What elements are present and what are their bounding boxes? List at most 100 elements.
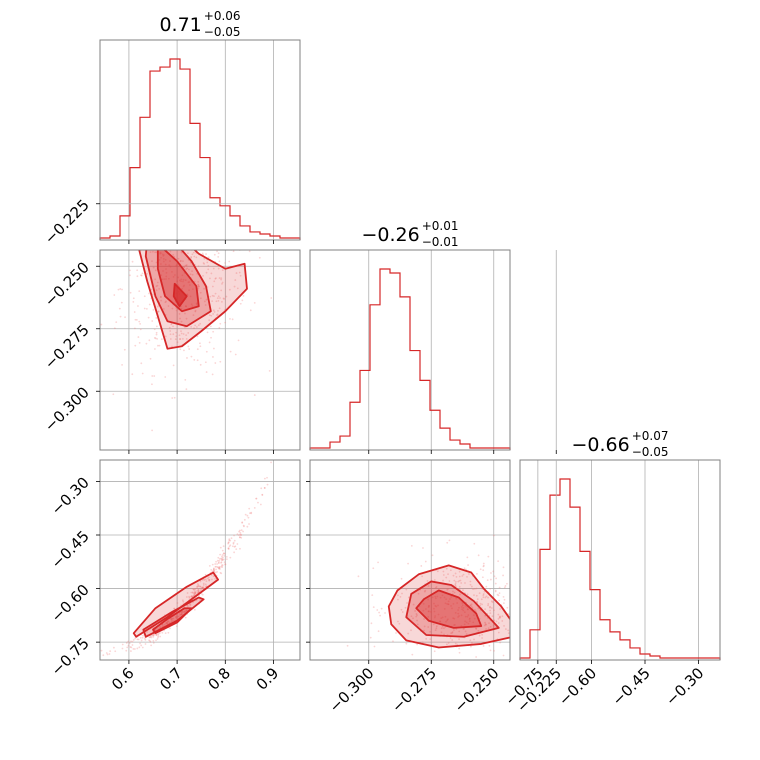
- sample-point: [436, 595, 439, 598]
- sample-point: [236, 543, 239, 545]
- sample-point: [214, 563, 217, 565]
- sample-point: [169, 260, 171, 262]
- sample-point: [218, 568, 221, 571]
- sample-point: [250, 511, 253, 514]
- sample-point: [172, 254, 175, 256]
- sample-point: [454, 572, 457, 575]
- sample-point: [377, 630, 380, 633]
- sample-point: [497, 560, 500, 563]
- sample-point: [91, 654, 93, 656]
- sample-point: [460, 606, 463, 608]
- sample-point: [238, 530, 241, 533]
- sample-point: [228, 539, 231, 542]
- sample-point: [482, 562, 485, 565]
- sample-point: [181, 337, 184, 340]
- sample-point: [484, 596, 487, 599]
- sample-point: [485, 623, 487, 626]
- sample-point: [513, 573, 515, 575]
- sample-point: [527, 606, 529, 608]
- panel-frame: [309, 249, 511, 451]
- sample-point: [223, 552, 225, 555]
- sample-point: [193, 594, 196, 597]
- sample-point: [510, 599, 512, 601]
- sample-point: [183, 610, 186, 613]
- sample-point: [468, 620, 471, 623]
- sample-point: [489, 625, 492, 628]
- sample-point: [475, 587, 478, 590]
- sample-point: [127, 644, 130, 647]
- sample-point: [498, 586, 501, 589]
- sample-point: [134, 344, 137, 347]
- sample-point: [502, 602, 505, 605]
- sample-point: [452, 617, 455, 620]
- sample-point: [231, 545, 234, 548]
- sample-point: [159, 632, 161, 634]
- sample-point: [517, 568, 519, 570]
- sample-point: [187, 215, 189, 217]
- sample-point: [433, 579, 436, 581]
- sample-point: [434, 595, 437, 598]
- sample-point: [483, 590, 486, 593]
- sample-point: [458, 606, 460, 609]
- sample-point: [192, 314, 195, 317]
- sample-point: [186, 357, 188, 359]
- sample-point: [444, 615, 447, 618]
- sample-point: [443, 627, 445, 630]
- x-tick-label: 0.9: [253, 664, 283, 694]
- sample-point: [162, 258, 165, 260]
- sample-point: [220, 557, 222, 560]
- sample-point: [514, 595, 516, 597]
- sample-point: [470, 605, 473, 608]
- sample-point: [203, 287, 205, 290]
- sample-point: [439, 596, 442, 599]
- sample-point: [188, 603, 191, 606]
- sample-point: [499, 641, 502, 644]
- sample-point: [188, 284, 191, 286]
- sample-point: [472, 588, 474, 591]
- sample-point: [448, 580, 451, 582]
- sample-point: [164, 376, 167, 378]
- sample-point: [451, 661, 453, 663]
- sample-point: [164, 179, 166, 181]
- sample-point: [168, 326, 171, 329]
- sample-point: [469, 604, 472, 607]
- sample-point: [189, 273, 192, 276]
- sample-point: [184, 378, 187, 381]
- sample-point: [443, 596, 446, 599]
- sample-point: [220, 564, 223, 567]
- sample-point: [181, 613, 183, 616]
- sample-point: [194, 592, 197, 595]
- sample-point: [152, 634, 155, 636]
- sample-point: [136, 647, 139, 650]
- sample-point: [207, 268, 210, 271]
- sample-point: [183, 349, 185, 352]
- sample-point: [187, 345, 190, 348]
- sample-point: [453, 579, 456, 582]
- sample-point: [166, 222, 168, 224]
- sample-point: [512, 609, 514, 611]
- sample-point: [148, 292, 150, 295]
- sample-point: [175, 335, 178, 338]
- sample-point: [156, 638, 159, 640]
- sample-point: [202, 238, 204, 240]
- sample-point: [159, 210, 161, 212]
- sample-point: [221, 549, 224, 552]
- sample-point: [239, 302, 242, 305]
- sample-point: [184, 616, 187, 619]
- sample-point: [177, 615, 180, 618]
- sample-point: [197, 589, 200, 591]
- sample-point: [177, 276, 180, 279]
- sample-point: [447, 587, 449, 590]
- sample-point: [153, 223, 155, 225]
- sample-point: [148, 339, 151, 342]
- sample-point: [476, 572, 478, 575]
- sample-point: [174, 243, 176, 245]
- sample-point: [504, 628, 507, 630]
- sample-point: [445, 576, 448, 579]
- x-tick-label: −0.300: [326, 664, 378, 716]
- sample-point: [161, 246, 163, 248]
- sample-point: [185, 609, 188, 612]
- sample-point: [175, 616, 178, 618]
- sample-point: [407, 562, 409, 565]
- sample-point: [181, 214, 183, 216]
